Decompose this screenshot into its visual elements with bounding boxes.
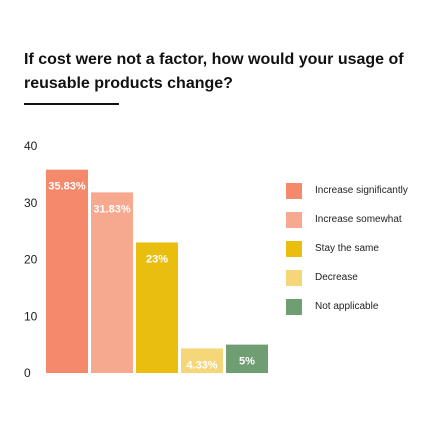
- legend-item: Stay the same: [286, 234, 408, 263]
- legend-label: Stay the same: [315, 243, 379, 254]
- y-tick-label: 40: [24, 139, 38, 153]
- bar: [91, 192, 133, 373]
- legend-label: Not applicable: [315, 301, 379, 312]
- bar-data-label: 5%: [239, 356, 255, 368]
- legend-swatch: [286, 240, 302, 257]
- legend-item: Not applicable: [286, 292, 408, 321]
- y-tick-label: 10: [24, 309, 38, 323]
- legend-item: Decrease: [286, 263, 408, 292]
- y-tick-label: 0: [24, 366, 31, 380]
- legend-swatch: [286, 298, 302, 315]
- legend-label: Decrease: [315, 272, 358, 283]
- bar-data-label: 23%: [146, 253, 168, 265]
- legend-item: Increase significantly: [286, 176, 408, 205]
- bar-data-label: 31.83%: [93, 203, 131, 215]
- legend-swatch: [286, 211, 302, 228]
- title-underline: [24, 103, 119, 105]
- y-tick-label: 20: [24, 253, 38, 267]
- data-labels: 35.83% 31.83% 23% 4.33% 5%: [48, 181, 255, 372]
- bar-data-label: 35.83%: [48, 181, 86, 193]
- legend-item: Increase somewhat: [286, 205, 408, 234]
- legend: Increase significantly Increase somewhat S…: [286, 176, 408, 321]
- bars: [46, 169, 268, 373]
- y-axis: 0 10 20 30 40: [24, 139, 38, 380]
- bar: [226, 344, 268, 373]
- chart-title: If cost were not a factor, how would you…: [24, 51, 404, 92]
- bar: [136, 242, 178, 373]
- legend-label: Increase somewhat: [315, 214, 402, 225]
- bar-data-label: 4.33%: [186, 359, 217, 371]
- bar: [46, 169, 88, 373]
- bar: [181, 348, 223, 373]
- legend-label: Increase significantly: [315, 185, 408, 196]
- legend-swatch: [286, 182, 302, 199]
- legend-swatch: [286, 269, 302, 286]
- y-tick-label: 30: [24, 196, 38, 210]
